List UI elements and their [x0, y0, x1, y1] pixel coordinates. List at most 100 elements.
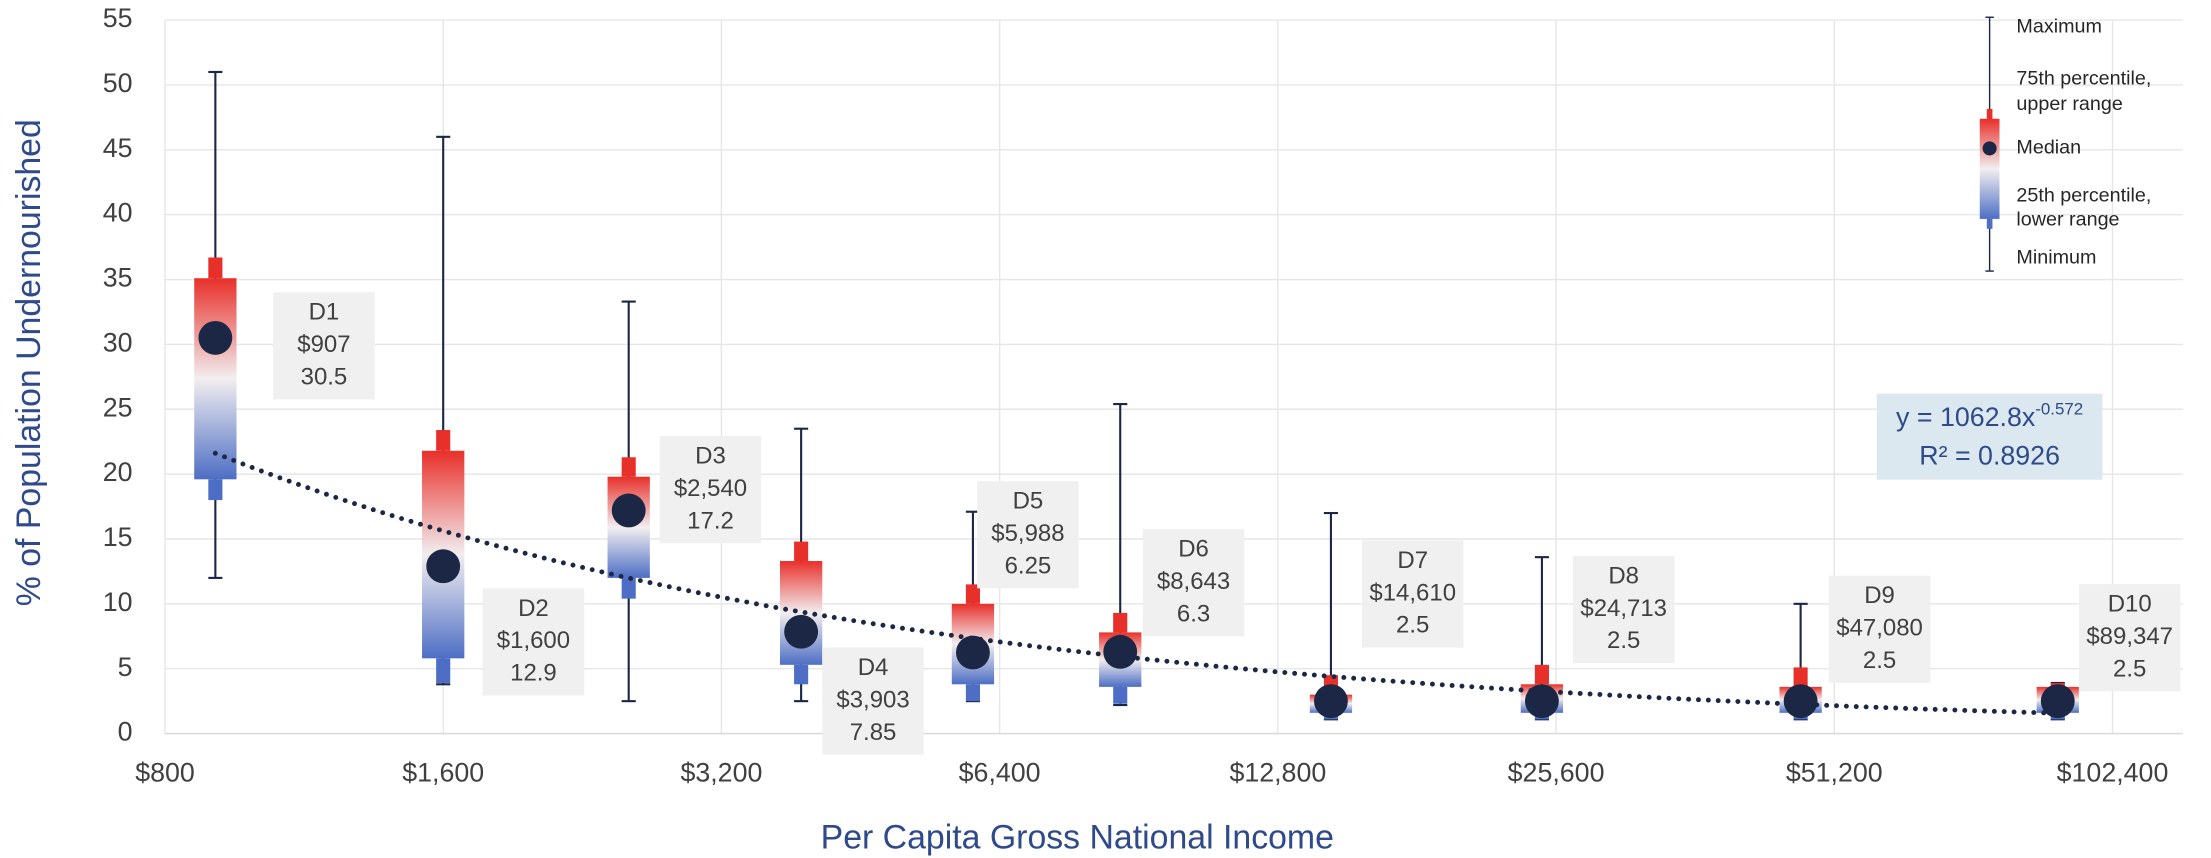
legend-label: Median [2016, 137, 2081, 159]
upper-range [965, 584, 980, 604]
income-label: $2,540 [674, 475, 747, 502]
legend-label: 75th percentile, [2016, 68, 2151, 90]
lower-range [436, 658, 451, 683]
equation-box [1876, 393, 2103, 480]
median-label: 6.25 [1005, 553, 1052, 580]
box [194, 278, 237, 480]
lower-range [794, 664, 809, 685]
x-tick-label: $6,400 [959, 758, 1041, 788]
median-label: 12.9 [510, 660, 557, 687]
decile-name: D6 [1178, 536, 1209, 563]
upper-range [794, 541, 809, 562]
equation: y = 1062.8x-0.572 [1896, 400, 2083, 432]
data-label-box [659, 436, 762, 544]
y-tick-label: 45 [103, 133, 133, 163]
x-tick-label: $25,600 [1508, 758, 1605, 788]
data-label-box [1828, 575, 1931, 683]
median-marker [198, 320, 233, 355]
income-label: $24,713 [1580, 595, 1667, 622]
legend-lower [1986, 218, 1993, 229]
income-label: $89,347 [2086, 623, 2173, 650]
lower-range [621, 577, 636, 599]
median-label: 2.5 [1863, 647, 1896, 674]
median-marker [426, 549, 461, 584]
r-squared: R² = 0.8926 [1919, 440, 2060, 470]
y-tick-label: 50 [103, 68, 133, 98]
x-tick-label: $12,800 [1229, 758, 1326, 788]
x-tick-label: $1,600 [402, 758, 484, 788]
median-marker [1314, 684, 1348, 719]
decile-name: D5 [1013, 488, 1044, 515]
decile-name: D1 [309, 299, 340, 326]
upper-range [621, 457, 636, 477]
income-label: $8,643 [1157, 568, 1230, 595]
median-marker [1783, 684, 1818, 719]
legend-label: upper range [2016, 93, 2122, 115]
lower-range [1113, 686, 1128, 704]
income-label: $47,080 [1836, 615, 1923, 642]
equation-exponent: -0.572 [2035, 400, 2083, 419]
income-label: $5,988 [991, 520, 1064, 547]
lower-range [208, 479, 223, 501]
median-label: 30.5 [301, 364, 348, 391]
y-tick-label: 55 [103, 3, 133, 33]
median-label: 2.5 [1607, 627, 1640, 654]
median-marker [956, 635, 990, 670]
upper-range [1113, 612, 1128, 633]
lower-range [965, 684, 980, 702]
legend-upper [1986, 108, 1993, 121]
upper-range [1793, 667, 1808, 687]
median-marker [611, 493, 646, 528]
upper-range [208, 257, 223, 279]
data-label-box [977, 481, 1079, 589]
y-tick-label: 15 [103, 522, 133, 552]
income-label: $14,610 [1369, 579, 1456, 606]
y-tick-label: 0 [118, 717, 133, 747]
legend-box [1979, 118, 2000, 219]
x-tick-label: $3,200 [680, 758, 762, 788]
x-axis-title: Per Capita Gross National Income [821, 818, 1334, 856]
y-tick-label: 40 [103, 198, 133, 228]
median-label: 2.5 [1396, 612, 1429, 639]
decile-name: D2 [518, 595, 549, 622]
y-tick-label: 5 [118, 652, 133, 682]
upper-range [1534, 664, 1549, 685]
legend-label: 25th percentile, [2016, 185, 2151, 207]
equation-text: y = 1062.8x [1896, 402, 2036, 432]
x-tick-label: $102,400 [2057, 758, 2169, 788]
trendline [212, 450, 2061, 716]
y-tick-label: 35 [103, 263, 133, 293]
decile-name: D8 [1608, 562, 1639, 589]
data-label-box [2078, 584, 2181, 692]
data-label-box [1361, 540, 1464, 648]
median-label: 6.3 [1177, 600, 1210, 627]
median-label: 2.5 [2113, 655, 2146, 682]
y-tick-label: 20 [103, 457, 133, 487]
y-tick-label: 30 [103, 327, 133, 357]
median-marker [784, 614, 819, 649]
y-axis-title: % of Population Undernourished [10, 119, 48, 606]
median-marker [1103, 634, 1138, 669]
x-tick-label: $800 [135, 758, 195, 788]
upper-range [436, 430, 451, 451]
data-label-box [273, 292, 375, 400]
median-marker [1524, 684, 1559, 719]
y-tick-label: 10 [103, 587, 133, 617]
decile-name: D3 [695, 443, 726, 470]
decile-name: D9 [1864, 582, 1895, 609]
data-label-box [1142, 529, 1245, 637]
data-label-box [822, 647, 924, 755]
income-label: $1,600 [497, 627, 570, 654]
data-label-box [482, 588, 585, 696]
legend-label: Maximum [2016, 15, 2102, 37]
decile-name: D7 [1397, 547, 1428, 574]
legend-label: lower range [2016, 209, 2119, 231]
y-tick-label: 25 [103, 392, 133, 422]
median-marker [2040, 684, 2075, 719]
median-label: 17.2 [687, 507, 734, 534]
decile-name: D4 [858, 654, 889, 681]
x-tick-label: $51,200 [1786, 758, 1883, 788]
income-label: $3,903 [836, 686, 909, 713]
median-label: 7.85 [850, 719, 897, 746]
